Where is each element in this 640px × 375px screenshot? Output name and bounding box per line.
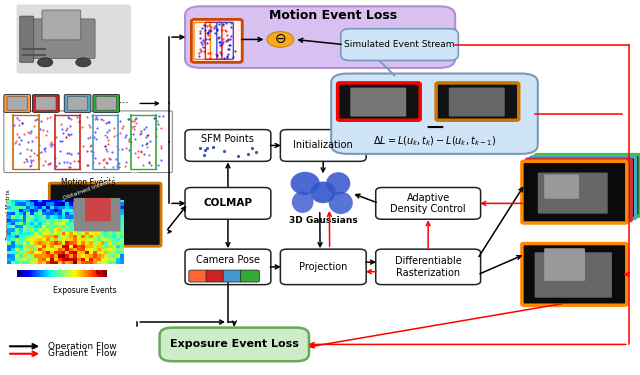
- Circle shape: [38, 58, 53, 67]
- FancyBboxPatch shape: [332, 74, 538, 154]
- FancyBboxPatch shape: [449, 87, 505, 117]
- FancyBboxPatch shape: [49, 183, 161, 246]
- Text: Motion Event Loss: Motion Event Loss: [269, 9, 397, 22]
- FancyBboxPatch shape: [189, 270, 208, 282]
- Text: Exposure Events: Exposure Events: [53, 286, 116, 295]
- Text: Adaptive
Density Control: Adaptive Density Control: [390, 193, 466, 214]
- FancyBboxPatch shape: [191, 20, 242, 62]
- FancyBboxPatch shape: [522, 243, 627, 305]
- FancyBboxPatch shape: [20, 16, 34, 62]
- FancyBboxPatch shape: [185, 249, 271, 285]
- FancyBboxPatch shape: [522, 161, 627, 223]
- Text: tₐ: tₐ: [95, 270, 100, 275]
- FancyBboxPatch shape: [531, 157, 636, 219]
- FancyBboxPatch shape: [29, 19, 95, 58]
- FancyBboxPatch shape: [74, 198, 120, 231]
- FancyBboxPatch shape: [185, 6, 455, 68]
- FancyBboxPatch shape: [350, 87, 406, 117]
- Text: Gradient   Flow: Gradient Flow: [49, 349, 117, 358]
- FancyBboxPatch shape: [33, 94, 59, 112]
- Text: 3D Gaussians: 3D Gaussians: [289, 216, 357, 225]
- Text: Differentiable
Rasterization: Differentiable Rasterization: [395, 256, 461, 278]
- Text: ···: ···: [119, 99, 130, 108]
- FancyBboxPatch shape: [17, 4, 131, 74]
- Text: Simulated Event Stream: Simulated Event Stream: [344, 40, 455, 49]
- Text: Projection: Projection: [299, 262, 348, 272]
- Text: Operation Flow: Operation Flow: [49, 342, 117, 351]
- FancyBboxPatch shape: [280, 130, 366, 161]
- FancyBboxPatch shape: [436, 83, 519, 120]
- Text: Motion Events: Motion Events: [61, 178, 115, 187]
- FancyBboxPatch shape: [42, 10, 81, 40]
- FancyBboxPatch shape: [376, 249, 481, 285]
- Text: 0: 0: [18, 270, 22, 275]
- FancyBboxPatch shape: [376, 188, 481, 219]
- FancyBboxPatch shape: [64, 94, 91, 112]
- Text: Obtained Intensity Image: Obtained Intensity Image: [63, 169, 140, 201]
- Text: −: −: [424, 116, 445, 140]
- Text: Initialization: Initialization: [293, 141, 353, 150]
- FancyBboxPatch shape: [206, 270, 225, 282]
- FancyBboxPatch shape: [544, 248, 585, 281]
- Ellipse shape: [310, 182, 335, 203]
- FancyBboxPatch shape: [538, 172, 608, 214]
- FancyBboxPatch shape: [223, 270, 242, 282]
- Text: Camera Pose: Camera Pose: [196, 255, 260, 265]
- FancyBboxPatch shape: [280, 249, 366, 285]
- Text: Exposure Event Loss: Exposure Event Loss: [170, 339, 299, 350]
- Ellipse shape: [292, 191, 314, 213]
- Text: · · ·: · · ·: [100, 172, 115, 183]
- FancyBboxPatch shape: [534, 252, 612, 298]
- FancyBboxPatch shape: [4, 111, 172, 172]
- Text: ⊖: ⊖: [275, 33, 286, 46]
- FancyBboxPatch shape: [4, 94, 31, 112]
- FancyBboxPatch shape: [36, 97, 56, 110]
- FancyBboxPatch shape: [67, 97, 88, 110]
- FancyBboxPatch shape: [241, 270, 259, 282]
- Text: COLMAP: COLMAP: [204, 198, 252, 208]
- FancyBboxPatch shape: [93, 94, 120, 112]
- FancyBboxPatch shape: [544, 174, 579, 199]
- FancyBboxPatch shape: [159, 328, 309, 361]
- Text: Temporal Matrix: Temporal Matrix: [6, 189, 11, 240]
- Ellipse shape: [326, 172, 350, 195]
- FancyBboxPatch shape: [185, 188, 271, 219]
- Circle shape: [267, 32, 294, 47]
- FancyBboxPatch shape: [7, 97, 28, 110]
- FancyBboxPatch shape: [340, 29, 458, 60]
- Text: SFM Points: SFM Points: [202, 134, 254, 144]
- FancyBboxPatch shape: [337, 83, 420, 120]
- Text: $\Delta L = L(u_k, t_k) - L(u_k, t_{k-1})$: $\Delta L = L(u_k, t_k) - L(u_k, t_{k-1}…: [373, 135, 496, 148]
- FancyBboxPatch shape: [185, 130, 271, 161]
- Ellipse shape: [291, 172, 320, 195]
- FancyBboxPatch shape: [535, 154, 640, 216]
- Circle shape: [76, 58, 91, 67]
- FancyBboxPatch shape: [96, 97, 116, 110]
- FancyBboxPatch shape: [85, 198, 111, 222]
- FancyBboxPatch shape: [526, 159, 631, 221]
- Ellipse shape: [329, 192, 353, 214]
